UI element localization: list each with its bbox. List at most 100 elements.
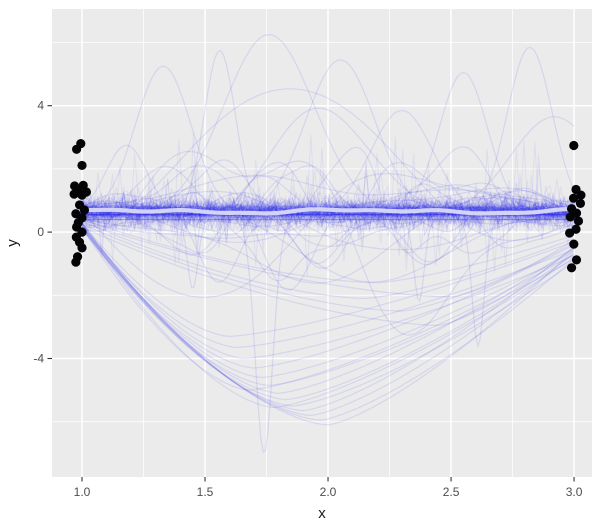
noise-line — [79, 175, 576, 224]
data-point — [565, 228, 575, 238]
noise-line — [79, 190, 576, 237]
y-tick-label: 0 — [37, 225, 44, 239]
noise-line — [79, 198, 576, 242]
noise-line — [79, 180, 576, 225]
diver-line — [81, 222, 575, 394]
x-tick-label: 3.0 — [566, 485, 583, 499]
dip-line — [82, 218, 574, 454]
noise-line — [79, 186, 576, 230]
data-point — [568, 193, 579, 203]
diver-line — [81, 220, 575, 299]
y-axis-title: y — [4, 239, 21, 247]
noise-line — [79, 165, 576, 246]
x-tick-label: 2.0 — [320, 485, 337, 499]
dip-line — [82, 218, 574, 303]
dip-line — [82, 218, 574, 349]
dip-line — [82, 218, 574, 288]
noise-line — [79, 153, 576, 219]
data-point — [573, 216, 584, 226]
x-tick-label: 2.5 — [443, 485, 460, 499]
data-point — [569, 239, 579, 249]
diver-line — [81, 218, 575, 284]
smooth-line — [79, 162, 576, 270]
noise-line — [79, 191, 576, 240]
noise-line — [79, 196, 576, 232]
smooth-line — [79, 190, 576, 251]
diver-line — [81, 222, 575, 338]
noise-line — [79, 194, 576, 259]
noise-line — [79, 198, 576, 236]
smooth-line — [79, 146, 576, 291]
noise-line — [79, 160, 576, 249]
noise-line — [79, 132, 576, 277]
y-tick-label: 4 — [37, 99, 44, 113]
noise-line — [79, 199, 576, 237]
noise-line — [79, 174, 576, 232]
data-point — [77, 160, 87, 171]
smooth-line — [79, 174, 576, 204]
diver-line — [81, 222, 575, 360]
smooth-line — [79, 161, 576, 263]
noise-line — [79, 192, 576, 220]
data-point — [571, 255, 582, 265]
data-point — [72, 144, 82, 154]
data-point — [565, 212, 575, 222]
panel-background — [52, 9, 592, 477]
diver-line — [81, 223, 575, 409]
noise-line — [79, 204, 576, 220]
noise-line — [79, 178, 576, 212]
noise-line — [79, 198, 576, 256]
noise-line — [79, 204, 576, 243]
noise-line — [79, 192, 576, 224]
riser-line — [82, 46, 575, 216]
noise-line — [79, 207, 576, 271]
grid-minor — [52, 9, 592, 477]
noise-line — [79, 201, 576, 213]
noise-line — [79, 165, 576, 233]
noise-line — [79, 198, 576, 249]
diver-line — [81, 228, 575, 401]
data-point — [576, 190, 586, 200]
noise-line — [79, 181, 576, 230]
data-point — [81, 187, 92, 197]
mean-fit-line — [76, 207, 578, 216]
diver-line — [81, 227, 575, 421]
noise-line — [79, 153, 576, 230]
data-point — [79, 205, 90, 215]
chart-generated-layers: 1.0 1.5 2.0 2.5 3.0 4 0 -4 — [33, 9, 592, 499]
diver-line — [81, 222, 575, 298]
smooth-line — [79, 146, 576, 283]
diver-line — [81, 222, 575, 417]
x-axis-title: x — [318, 505, 326, 522]
noise-line — [79, 191, 576, 232]
smooth-line — [79, 107, 576, 225]
x-tick-label: 1.0 — [74, 485, 91, 499]
riser-line — [82, 116, 575, 216]
data-point — [71, 257, 81, 267]
noise-line — [79, 139, 576, 234]
noise-line — [79, 202, 576, 231]
diver-line — [81, 227, 575, 386]
smooth-line — [79, 165, 576, 236]
smooth-line — [79, 159, 576, 265]
diver-line — [81, 227, 575, 391]
noise-line — [79, 185, 576, 249]
noise-line — [79, 185, 576, 220]
grid-major — [52, 9, 592, 477]
smooth-line — [79, 187, 576, 243]
smooth-line — [79, 173, 576, 298]
data-point — [69, 189, 79, 199]
smooth-line — [79, 197, 576, 284]
diver-line — [81, 223, 575, 312]
noise-line — [79, 209, 576, 229]
x-tick-label: 1.5 — [197, 485, 214, 499]
data-points — [69, 139, 586, 273]
noise-line — [79, 212, 576, 265]
diver-line — [81, 226, 575, 326]
noise-line — [79, 210, 576, 220]
data-point — [575, 198, 586, 208]
riser-line — [82, 71, 574, 216]
data-point — [566, 263, 577, 273]
